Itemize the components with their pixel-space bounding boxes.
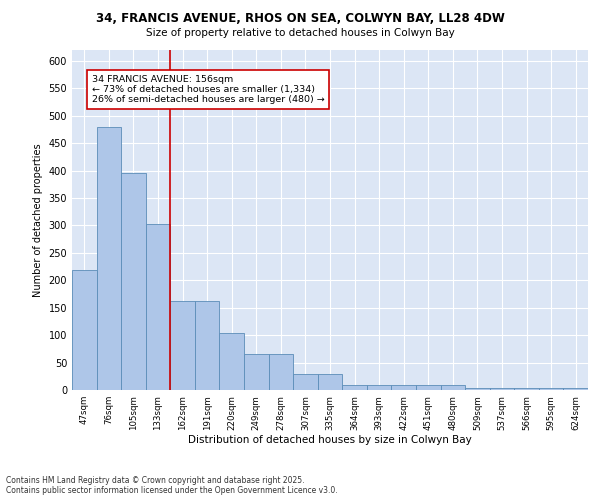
Text: 34, FRANCIS AVENUE, RHOS ON SEA, COLWYN BAY, LL28 4DW: 34, FRANCIS AVENUE, RHOS ON SEA, COLWYN … bbox=[95, 12, 505, 26]
Bar bbox=[269, 354, 293, 390]
Bar bbox=[342, 384, 367, 390]
Text: 34 FRANCIS AVENUE: 156sqm
← 73% of detached houses are smaller (1,334)
26% of se: 34 FRANCIS AVENUE: 156sqm ← 73% of detac… bbox=[92, 74, 325, 104]
Bar bbox=[220, 333, 244, 390]
Text: Contains HM Land Registry data © Crown copyright and database right 2025.
Contai: Contains HM Land Registry data © Crown c… bbox=[6, 476, 338, 495]
Bar bbox=[440, 384, 465, 390]
Bar bbox=[563, 388, 588, 390]
Bar bbox=[318, 374, 342, 390]
Bar bbox=[490, 388, 514, 390]
Bar bbox=[121, 174, 146, 390]
Bar bbox=[170, 300, 195, 390]
Bar bbox=[244, 354, 269, 390]
X-axis label: Distribution of detached houses by size in Colwyn Bay: Distribution of detached houses by size … bbox=[188, 436, 472, 446]
Bar bbox=[367, 384, 391, 390]
Bar bbox=[465, 388, 490, 390]
Bar bbox=[146, 224, 170, 390]
Bar bbox=[391, 384, 416, 390]
Y-axis label: Number of detached properties: Number of detached properties bbox=[33, 143, 43, 297]
Bar bbox=[539, 388, 563, 390]
Text: Size of property relative to detached houses in Colwyn Bay: Size of property relative to detached ho… bbox=[146, 28, 454, 38]
Bar bbox=[416, 384, 440, 390]
Bar bbox=[72, 270, 97, 390]
Bar bbox=[514, 388, 539, 390]
Bar bbox=[195, 300, 220, 390]
Bar bbox=[293, 374, 318, 390]
Bar bbox=[97, 128, 121, 390]
